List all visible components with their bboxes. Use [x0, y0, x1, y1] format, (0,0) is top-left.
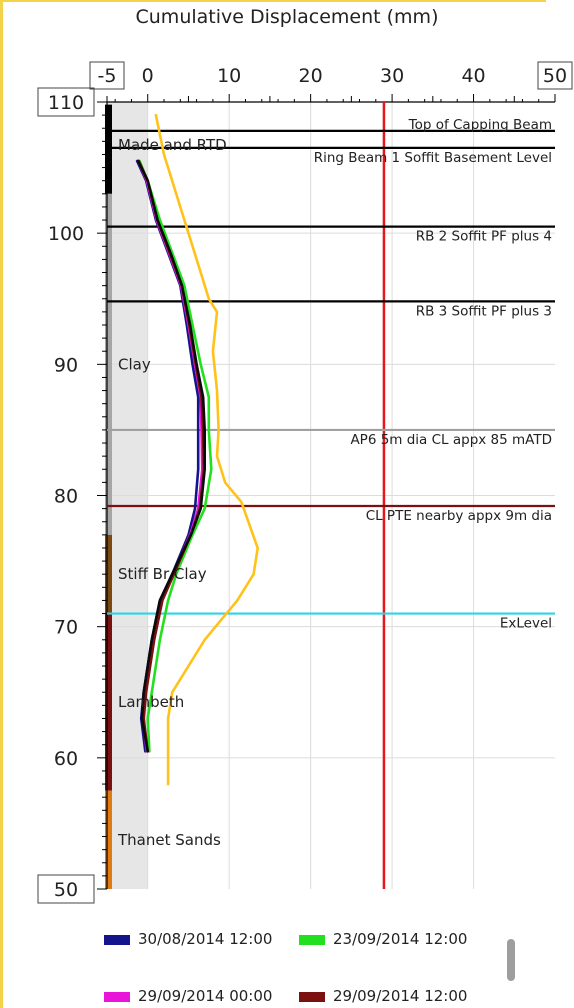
series-line	[136, 159, 206, 753]
legend-label: 29/09/2014 12:00	[333, 987, 468, 1005]
y-tick-label: 90	[54, 354, 78, 376]
y-tick-label: 70	[54, 617, 78, 639]
x-tick-label: 40	[461, 65, 485, 87]
frame-top-border	[0, 0, 546, 2]
reference-line-label: CL PTE nearby appx 9m dia	[366, 508, 552, 524]
x-tick-label: 30	[380, 65, 404, 87]
legend-item: 23/09/2014 12:00	[299, 930, 467, 948]
chart-title: Cumulative Displacement (mm)	[135, 6, 439, 28]
x-tick-label-box	[537, 61, 573, 90]
x-tick-label-box	[89, 61, 125, 90]
reference-line-label: RB 2 Soffit PF plus 4	[416, 229, 552, 245]
legend-label: 29/09/2014 00:00	[138, 987, 273, 1005]
legend-item: 30/08/2014 12:00	[104, 930, 272, 948]
legend-scrollbar-thumb[interactable]	[507, 939, 515, 981]
legend-item: 29/09/2014 12:00	[299, 987, 467, 1005]
y-tick-label: 50	[54, 879, 78, 901]
stratum-label: Stiff Br Clay	[118, 565, 207, 583]
reference-line-label: Ring Beam 1 Soffit Basement Level	[314, 150, 552, 166]
reference-line-label: Top of Capping Beam	[408, 117, 552, 133]
legend-item: 29/09/2014 00:00	[104, 987, 272, 1005]
stratum-label: Lambeth	[118, 693, 184, 711]
y-tick-label-box	[37, 87, 95, 117]
legend-swatch	[104, 991, 130, 1002]
stratum-label: Thanet Sands	[117, 831, 221, 849]
stratum-label: Clay	[118, 355, 151, 373]
x-tick-label: 20	[299, 65, 323, 87]
stratum-label: Made and RTD	[118, 136, 227, 154]
x-tick-label: 50	[543, 65, 567, 87]
reference-line-label: AP6 5m dia CL appx 85 mATD	[350, 432, 552, 448]
series-line	[154, 113, 259, 786]
stratum-bar	[105, 613, 112, 791]
x-tick-label: -5	[98, 65, 117, 87]
frame-left-border	[0, 0, 3, 1008]
stratum-bar	[105, 790, 112, 889]
legend-swatch	[104, 934, 130, 945]
x-tick-label: 10	[217, 65, 241, 87]
y-tick-label-box	[37, 874, 95, 904]
series-line	[138, 159, 213, 753]
legend-label: 23/09/2014 12:00	[333, 930, 468, 948]
stratum-bar	[105, 193, 112, 535]
y-tick-label: 60	[54, 748, 78, 770]
reference-line-label: ExLevel	[500, 616, 552, 632]
y-tick-label: 110	[48, 92, 84, 114]
y-tick-label: 100	[48, 223, 84, 245]
x-tick-label: 0	[142, 65, 154, 87]
stratum-bar	[105, 534, 112, 614]
legend-swatch	[299, 934, 325, 945]
displacement-chart: -5 0 10 20 30 40 50 110 100 90 80 70 60 50 Top of Capp…	[37, 61, 573, 904]
y-tick-label: 80	[54, 486, 78, 508]
reference-line-label: RB 3 Soffit PF plus 3	[416, 303, 552, 319]
legend-swatch	[299, 991, 325, 1002]
stratum-bar	[105, 104, 112, 194]
legend-label: 30/08/2014 12:00	[138, 930, 273, 948]
